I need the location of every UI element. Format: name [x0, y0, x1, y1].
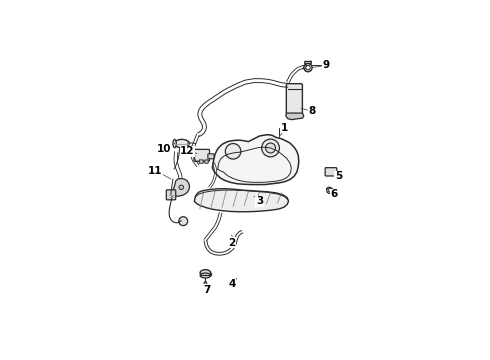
- Text: 3: 3: [256, 196, 263, 206]
- Circle shape: [179, 185, 183, 190]
- Text: 4: 4: [228, 279, 235, 289]
- Polygon shape: [212, 135, 299, 185]
- Circle shape: [204, 282, 207, 284]
- Text: 5: 5: [335, 171, 342, 181]
- Circle shape: [179, 217, 188, 226]
- Polygon shape: [286, 113, 304, 120]
- Circle shape: [328, 188, 332, 192]
- Text: 2: 2: [228, 238, 235, 248]
- Polygon shape: [171, 179, 190, 196]
- FancyBboxPatch shape: [199, 160, 203, 163]
- Text: 1: 1: [281, 123, 288, 133]
- Circle shape: [225, 144, 241, 159]
- FancyBboxPatch shape: [208, 154, 214, 159]
- FancyBboxPatch shape: [194, 149, 210, 161]
- Circle shape: [304, 63, 312, 72]
- Circle shape: [306, 66, 310, 70]
- Ellipse shape: [174, 139, 190, 148]
- Text: 9: 9: [322, 60, 330, 70]
- FancyBboxPatch shape: [286, 84, 302, 115]
- Text: 12: 12: [180, 146, 195, 156]
- Text: 7: 7: [203, 285, 211, 295]
- Ellipse shape: [200, 273, 211, 278]
- FancyBboxPatch shape: [166, 190, 176, 200]
- FancyBboxPatch shape: [205, 160, 208, 163]
- Ellipse shape: [173, 139, 176, 148]
- Text: 10: 10: [157, 144, 171, 153]
- Text: 6: 6: [331, 189, 338, 199]
- FancyBboxPatch shape: [325, 168, 337, 176]
- Text: 8: 8: [309, 106, 316, 116]
- Polygon shape: [195, 189, 289, 212]
- Circle shape: [266, 143, 275, 153]
- Text: 11: 11: [148, 166, 163, 176]
- Ellipse shape: [200, 270, 211, 276]
- Circle shape: [262, 139, 279, 157]
